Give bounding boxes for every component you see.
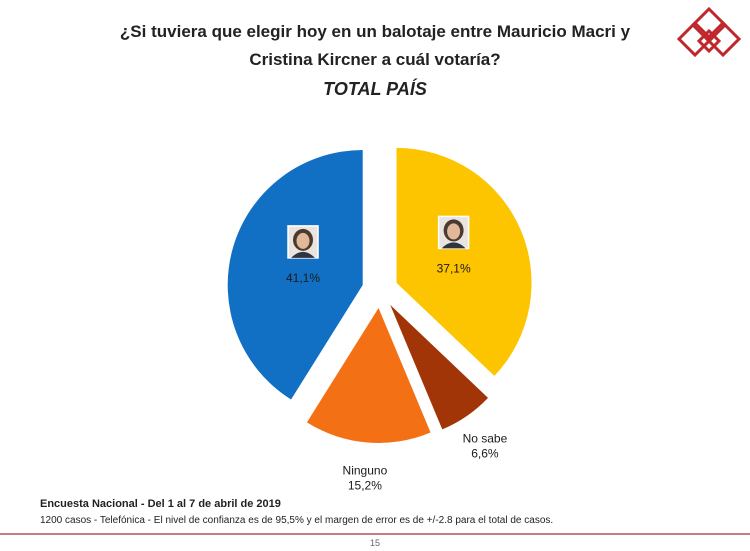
page-number: 15 [369, 538, 380, 548]
logo-icon [676, 6, 742, 58]
slice-name-no-sabe: No sabe [463, 431, 508, 445]
data-label-no-sabe: 6,6% [471, 446, 499, 460]
survey-source: Encuesta Nacional - Del 1 al 7 de abril … [40, 498, 281, 510]
candidate-photo-icon [437, 215, 470, 250]
pie-slice-4 [227, 150, 363, 400]
data-label-4: 41,1% [286, 271, 320, 285]
chart-title-line-1: ¿Si tuviera que elegir hoy en un balotaj… [119, 22, 631, 41]
footer-divider [0, 533, 750, 535]
pie-slice-no-sabe [390, 304, 489, 430]
slice-name-ninguno: Ninguno [343, 463, 388, 477]
data-label-ninguno: 15,2% [348, 478, 382, 492]
survey-note: 1200 casos - Telefónica - El nivel de co… [40, 515, 554, 526]
pie-slice-ninguno [306, 307, 431, 443]
data-label-1: 37,1% [437, 261, 471, 275]
chart-title-line-2: Cristina Kircner a cuál votaría? [249, 50, 501, 69]
chart-subtitle: TOTAL PAÍS [323, 79, 427, 99]
pie-slice-1 [396, 147, 532, 376]
candidate-photo-icon [287, 225, 319, 259]
